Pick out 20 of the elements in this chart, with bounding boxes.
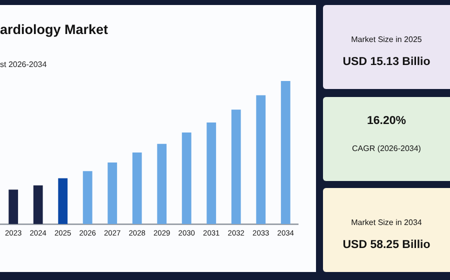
bar bbox=[231, 110, 241, 224]
chart-title: ardiology Market bbox=[0, 22, 108, 37]
text: Market Size in 2025 bbox=[350, 35, 423, 44]
bar bbox=[132, 152, 142, 224]
text: Market Size in 2034 bbox=[350, 218, 423, 227]
text: USD 58.25 Billio bbox=[342, 239, 432, 251]
bar bbox=[206, 122, 216, 224]
text: 16.20% bbox=[366, 115, 407, 127]
bar bbox=[58, 178, 68, 224]
bar bbox=[256, 95, 266, 224]
text: USD 15.13 Billio bbox=[342, 56, 432, 68]
bar bbox=[8, 190, 18, 224]
bar bbox=[108, 162, 118, 224]
bar bbox=[82, 171, 92, 224]
text: CAGR (2026-2034) bbox=[351, 144, 422, 153]
bar bbox=[33, 185, 43, 224]
bar bbox=[182, 132, 192, 224]
bar bbox=[157, 144, 167, 224]
bar bbox=[280, 81, 290, 224]
chart-subtitle: st 2026-2034 bbox=[0, 60, 47, 69]
